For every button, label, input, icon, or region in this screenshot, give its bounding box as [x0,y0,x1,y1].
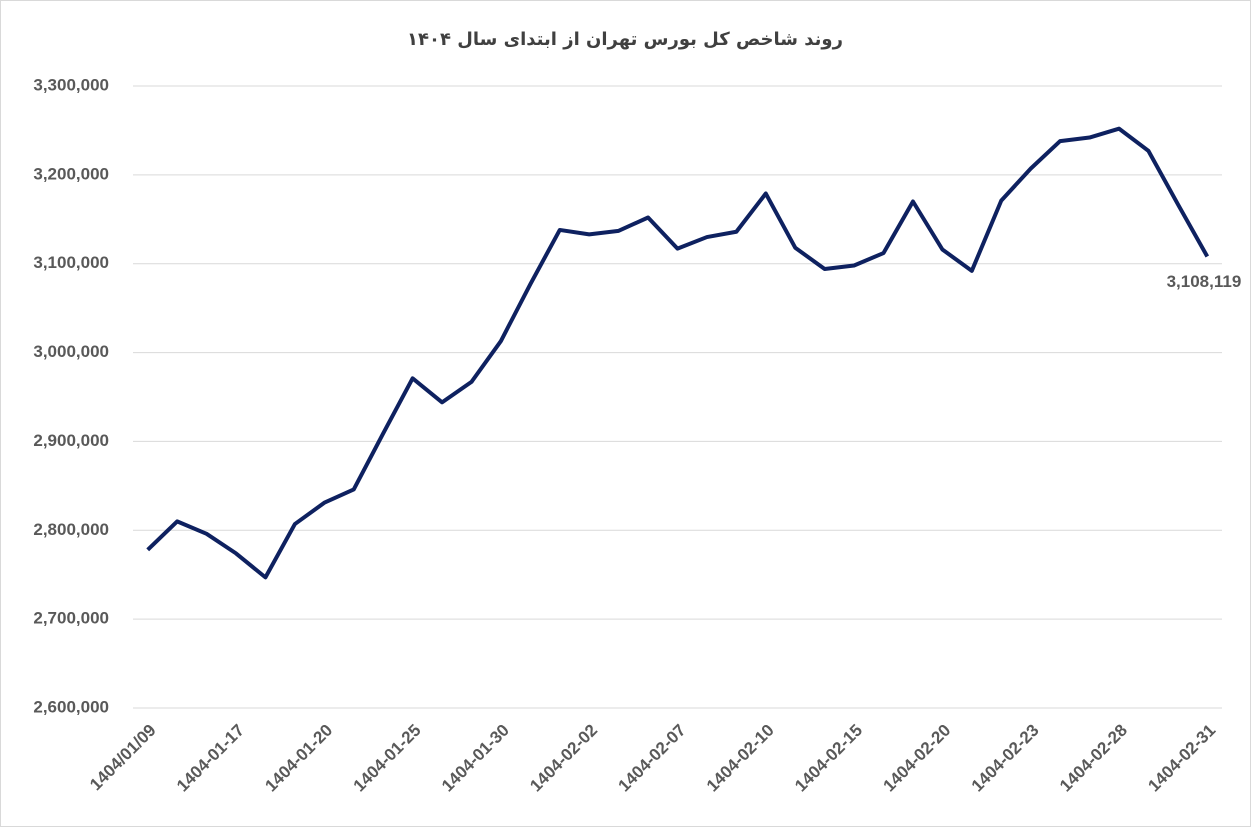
y-tick-label: 2,900,000 [33,431,109,450]
y-tick-label: 2,800,000 [33,520,109,539]
y-tick-label: 3,200,000 [33,164,109,183]
y-tick-label: 3,000,000 [33,342,109,361]
data-label: 3,108,119 [1167,272,1242,291]
y-tick-label: 3,100,000 [33,253,109,272]
line [146,126,1210,580]
y-tick-label: 2,700,000 [33,609,109,628]
chart-title: روند شاخص کل بورس تهران از ابتدای سال ۱۴… [407,29,843,50]
y-tick-label: 3,300,000 [33,75,109,94]
y-tick-label: 2,600,000 [33,697,109,716]
